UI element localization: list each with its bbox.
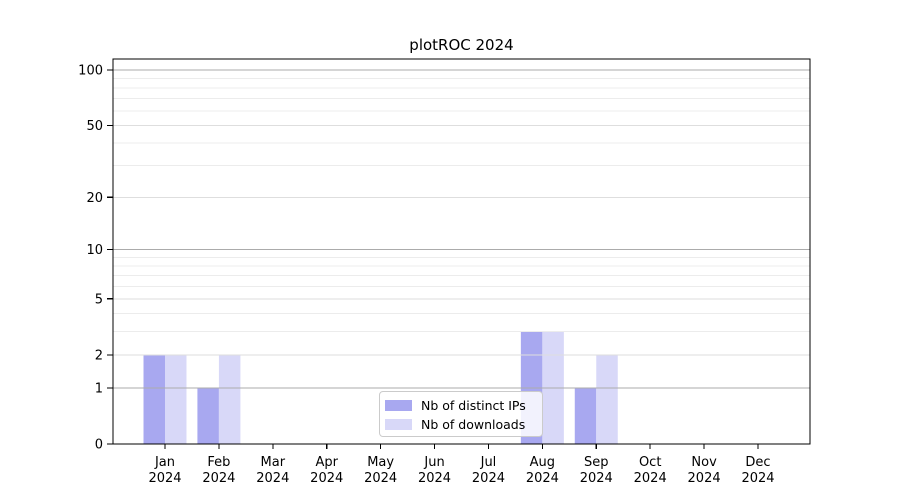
gridlines: [113, 69, 810, 389]
bar-feb-series-1: [218, 354, 241, 444]
x-tick-label-year: 2024: [418, 471, 451, 486]
y-tick-label: 10: [86, 243, 103, 258]
x-tick-label-year: 2024: [256, 471, 289, 486]
x-tick-label-month: Jan: [154, 455, 175, 470]
legend-label-downloads: Nb of downloads: [421, 416, 526, 432]
bar-jan-series-1: [165, 354, 187, 444]
x-tick-label-month: Sep: [584, 455, 609, 470]
legend-item-downloads: Nb of downloads: [385, 416, 534, 432]
x-tick-label-month: Nov: [691, 455, 717, 470]
x-tick-label-year: 2024: [580, 471, 613, 486]
x-tick-label-month: Jun: [423, 455, 444, 470]
y-tick-label: 1: [95, 381, 103, 396]
x-tick-label-month: Oct: [639, 455, 661, 470]
y-axis: 0 1 2 5 10 20 50 100: [78, 63, 113, 453]
x-axis: Jan2024Feb2024Mar2024Apr2024May2024Jun20…: [148, 444, 775, 486]
bar-sep-series-1: [596, 354, 618, 444]
y-tick-label: 2: [95, 348, 103, 363]
x-tick-label-year: 2024: [688, 471, 721, 486]
x-tick-label-month: Dec: [745, 455, 770, 470]
legend-swatch-downloads: [385, 418, 412, 430]
legend-label-distinct-ips: Nb of distinct IPs: [421, 397, 526, 413]
x-tick-label-month: Jul: [480, 455, 497, 470]
x-tick-label-month: Mar: [261, 455, 286, 470]
x-tick-label-year: 2024: [472, 471, 505, 486]
x-tick-label-year: 2024: [741, 471, 774, 486]
bar-jan-series-0: [143, 354, 165, 444]
chart-legend: Nb of distinct IPs Nb of downloads: [379, 391, 543, 437]
plot-border: [112, 58, 811, 445]
bars-series-1: [165, 331, 618, 444]
y-tick-label: 20: [86, 191, 103, 206]
y-tick-label: 50: [86, 119, 103, 134]
x-tick-label-year: 2024: [634, 471, 667, 486]
y-tick-label: 100: [78, 63, 103, 78]
x-tick-label-year: 2024: [310, 471, 343, 486]
x-tick-label-year: 2024: [364, 471, 397, 486]
x-tick-label-year: 2024: [526, 471, 559, 486]
x-tick-label-year: 2024: [202, 471, 235, 486]
x-tick-label-month: May: [367, 455, 394, 470]
x-tick-label-month: Aug: [530, 455, 555, 470]
y-tick-label: 0: [95, 438, 103, 453]
x-tick-label-month: Apr: [315, 455, 338, 470]
bar-feb-series-0: [197, 387, 219, 444]
chart-title: plotROC 2024: [409, 36, 514, 54]
legend-swatch-distinct-ips: [385, 399, 412, 411]
bar-sep-series-0: [574, 387, 597, 444]
x-tick-label-month: Feb: [207, 455, 230, 470]
legend-item-distinct-ips: Nb of distinct IPs: [385, 397, 534, 413]
x-tick-label-year: 2024: [148, 471, 181, 486]
y-tick-label: 5: [95, 292, 103, 307]
